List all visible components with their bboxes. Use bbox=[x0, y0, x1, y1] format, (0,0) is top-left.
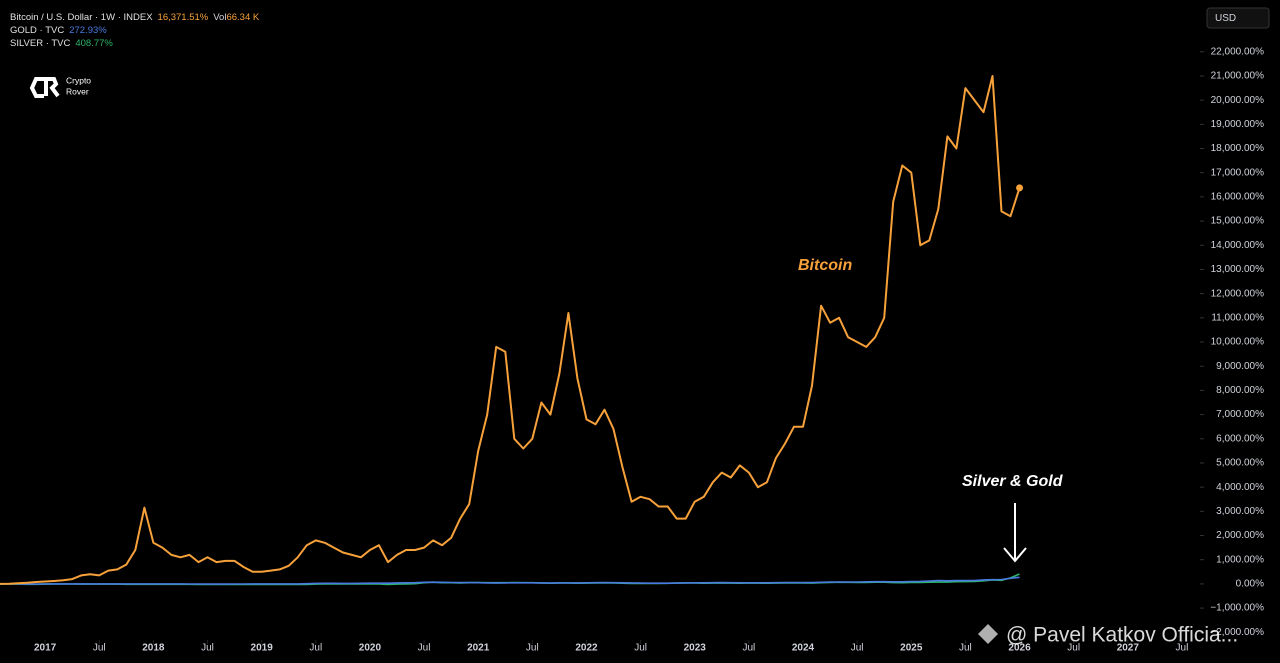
x-tick-label: 2019 bbox=[251, 643, 274, 654]
x-tick-label: 2027 bbox=[1117, 643, 1140, 654]
y-tick-label: 1,000.00% bbox=[1216, 554, 1264, 565]
volume-value: 66.34 K bbox=[226, 12, 259, 23]
x-tick-label: Jul bbox=[418, 643, 431, 654]
legend-value: 272.93% bbox=[69, 25, 107, 36]
y-tick-label: 20,000.00% bbox=[1211, 95, 1264, 106]
x-tick-label: Jul bbox=[742, 643, 755, 654]
series-line bbox=[0, 576, 1020, 585]
y-tick-label: 9,000.00% bbox=[1216, 361, 1264, 372]
legend-entry: Bitcoin / U.S. Dollar · 1W · INDEX 16,371… bbox=[10, 12, 260, 23]
watermark-text: Rover bbox=[66, 86, 89, 96]
x-tick-label: Jul bbox=[1176, 643, 1189, 654]
y-tick-label: −2,000.00% bbox=[1210, 627, 1264, 638]
currency-button-label[interactable]: USD bbox=[1215, 13, 1236, 24]
legend-value: 16,371.51% bbox=[158, 12, 209, 23]
x-tick-label: 2021 bbox=[467, 643, 490, 654]
annotation: Silver & Gold bbox=[962, 473, 1064, 490]
x-tick-label: 2024 bbox=[792, 643, 815, 654]
x-tick-label: Jul bbox=[309, 643, 322, 654]
logo bbox=[29, 77, 60, 98]
credit-icon bbox=[978, 624, 998, 644]
y-tick-label: 8,000.00% bbox=[1216, 385, 1264, 396]
y-tick-label: 22,000.00% bbox=[1211, 46, 1264, 57]
annotation-arrow-head bbox=[1003, 547, 1027, 563]
legend-name: GOLD · TVC bbox=[10, 25, 64, 36]
y-tick-label: 18,000.00% bbox=[1211, 143, 1264, 154]
y-tick-label: 11,000.00% bbox=[1211, 312, 1264, 323]
x-tick-label: 2022 bbox=[575, 643, 598, 654]
y-tick-label: 21,000.00% bbox=[1211, 71, 1264, 82]
legend-entry: SILVER · TVC 408.77% bbox=[10, 38, 113, 49]
logo-mark bbox=[29, 77, 44, 98]
y-tick-label: 5,000.00% bbox=[1216, 458, 1264, 469]
last-point bbox=[1016, 184, 1024, 192]
x-tick-label: Jul bbox=[93, 643, 106, 654]
x-tick-label: 2025 bbox=[900, 643, 923, 654]
y-tick-label: 15,000.00% bbox=[1211, 216, 1264, 227]
x-tick-label: 2020 bbox=[359, 643, 382, 654]
watermark-text: Crypto bbox=[66, 75, 91, 85]
y-tick-label: 2,000.00% bbox=[1216, 530, 1264, 541]
y-tick-label: 17,000.00% bbox=[1211, 167, 1264, 178]
y-tick-label: 3,000.00% bbox=[1216, 506, 1264, 517]
x-tick-label: 2026 bbox=[1008, 643, 1031, 654]
x-tick-label: Jul bbox=[201, 643, 214, 654]
y-tick-label: 19,000.00% bbox=[1211, 119, 1264, 130]
x-tick-label: Jul bbox=[1067, 643, 1080, 654]
y-tick-label: 10,000.00% bbox=[1211, 337, 1264, 348]
y-tick-label: 14,000.00% bbox=[1211, 240, 1264, 251]
currency-button[interactable] bbox=[1206, 7, 1270, 29]
y-tick-label: 12,000.00% bbox=[1211, 288, 1264, 299]
x-tick-label: Jul bbox=[851, 643, 864, 654]
x-tick-label: Jul bbox=[526, 643, 539, 654]
y-tick-label: 16,000.00% bbox=[1211, 192, 1264, 203]
y-tick-label: 13,000.00% bbox=[1211, 264, 1264, 275]
legend-value: 408.77% bbox=[75, 38, 113, 49]
y-tick-label: 6,000.00% bbox=[1216, 433, 1264, 444]
legend-name: Bitcoin / U.S. Dollar · 1W · INDEX bbox=[10, 12, 153, 23]
annotation: Bitcoin bbox=[798, 257, 852, 274]
x-tick-label: Jul bbox=[959, 643, 972, 654]
logo-mark bbox=[44, 77, 60, 98]
y-tick-label: 4,000.00% bbox=[1216, 482, 1264, 493]
series-line bbox=[0, 75, 1021, 585]
legend-name: SILVER · TVC bbox=[10, 38, 70, 49]
y-tick-label: 0.00% bbox=[1236, 579, 1264, 590]
x-tick-label: 2018 bbox=[142, 643, 165, 654]
volume-label: Vol bbox=[213, 12, 226, 23]
x-tick-label: 2017 bbox=[34, 643, 57, 654]
x-tick-label: Jul bbox=[634, 643, 647, 654]
legend-entry: GOLD · TVC 272.93% bbox=[10, 25, 107, 36]
y-tick-label: −1,000.00% bbox=[1210, 603, 1264, 614]
credit: @ Pavel Katkov Officia... bbox=[1006, 624, 1238, 647]
y-tick-label: 7,000.00% bbox=[1216, 409, 1264, 420]
x-tick-label: 2023 bbox=[684, 643, 707, 654]
